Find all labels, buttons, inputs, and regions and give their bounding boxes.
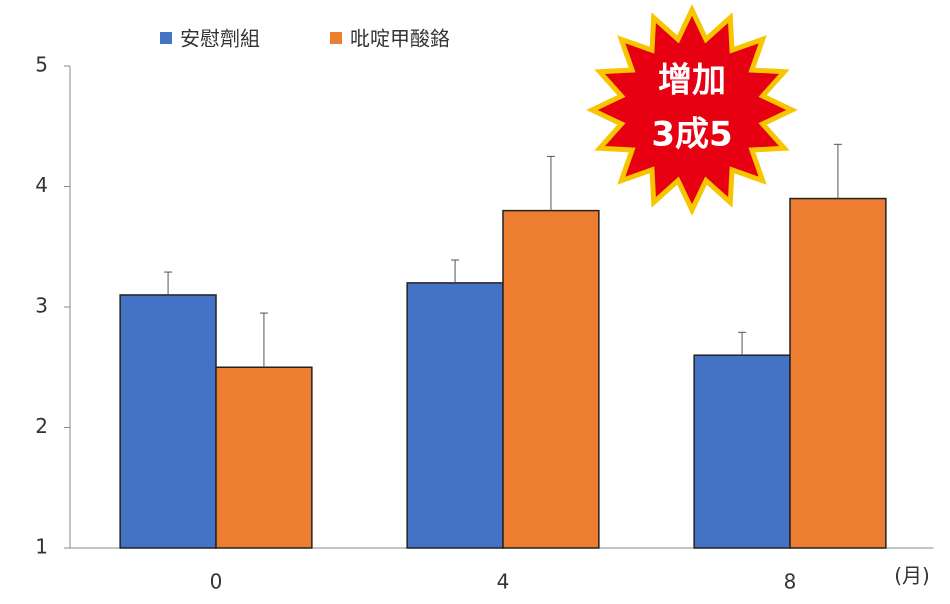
error-bar — [451, 259, 460, 283]
badge-text: 3成5 — [651, 115, 732, 155]
x-tick-label: 4 — [497, 570, 510, 594]
y-tick-label: 2 — [35, 414, 48, 438]
x-tick-label: 8 — [784, 570, 797, 594]
legend-swatch — [160, 32, 172, 44]
error-bar — [164, 271, 173, 295]
error-bar — [546, 155, 555, 211]
bar — [119, 294, 217, 549]
bar — [215, 366, 313, 549]
badge-text: 增加 — [658, 61, 726, 101]
bar — [789, 197, 887, 549]
legend-label: 安慰劑組 — [180, 27, 260, 51]
badge — [586, 4, 798, 216]
legend-label: 吡啶甲酸鉻 — [350, 27, 450, 51]
x-unit-label: (月) — [894, 564, 930, 588]
y-tick-label: 3 — [35, 294, 48, 318]
error-bar — [738, 331, 747, 356]
x-tick-label: 0 — [210, 570, 223, 594]
error-bar — [833, 143, 842, 199]
error-bar — [259, 312, 268, 368]
bar — [502, 209, 600, 549]
bar — [693, 354, 791, 549]
y-tick-label: 1 — [35, 535, 48, 559]
y-tick-label: 5 — [35, 53, 48, 77]
y-tick-label: 4 — [35, 173, 48, 197]
bar — [406, 282, 504, 549]
legend-swatch — [330, 32, 342, 44]
